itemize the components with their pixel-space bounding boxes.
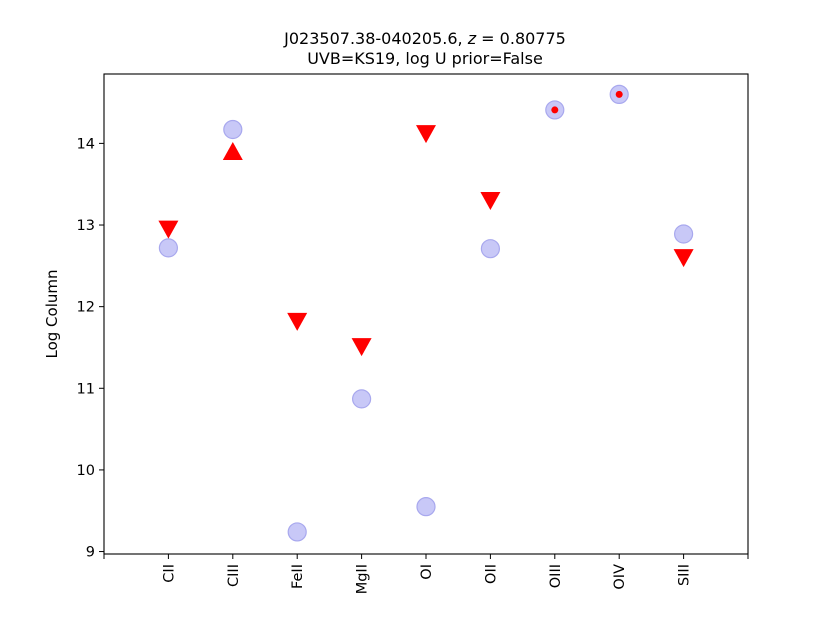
model-point xyxy=(416,497,436,517)
x-tick-label: SIII xyxy=(677,564,693,586)
x-tick-label: CII xyxy=(161,564,177,583)
model-point xyxy=(673,224,694,244)
plot-area xyxy=(103,73,749,555)
x-tick-label: OII xyxy=(483,564,499,584)
y-tick-label: 12 xyxy=(77,300,95,316)
model-point xyxy=(158,238,178,258)
y-tick-label: 13 xyxy=(77,218,95,234)
upper-limit-marker xyxy=(287,312,308,331)
y-axis: 9 10 11 12 13 14 xyxy=(77,136,104,561)
lower-limit-marker xyxy=(222,142,243,161)
model-point xyxy=(352,389,372,409)
model-point xyxy=(480,239,500,259)
y-tick-label: 11 xyxy=(77,381,95,397)
upper-limit-marker xyxy=(158,220,179,239)
x-axis: CII CIII FeII MgII OI OII OIII OIV SIII xyxy=(103,554,749,594)
measurement-dot xyxy=(551,106,559,114)
y-tick-label: 14 xyxy=(77,136,95,152)
x-tick-label: MgII xyxy=(355,564,371,594)
model-point xyxy=(287,522,307,542)
x-tick-label: FeII xyxy=(290,564,306,589)
upper-limit-marker xyxy=(480,192,501,211)
upper-limit-marker xyxy=(416,125,436,144)
x-tick-label: OIII xyxy=(548,564,564,588)
measurement-dot xyxy=(615,90,623,98)
x-tick-label: OI xyxy=(419,564,435,580)
model-point xyxy=(223,119,243,140)
y-tick-label: 10 xyxy=(77,463,95,479)
y-axis-label: Log Column xyxy=(43,269,61,358)
data-marks xyxy=(158,84,694,542)
upper-limit-marker xyxy=(673,249,694,268)
x-tick-label: OIV xyxy=(612,564,628,590)
y-tick-label: 9 xyxy=(86,545,95,561)
upper-limit-marker xyxy=(351,338,372,357)
plot-frame xyxy=(103,73,749,555)
chart-title: J023507.38-040205.6, z = 0.80775 xyxy=(283,29,566,48)
x-tick-label: CIII xyxy=(226,564,242,587)
chart-subtitle: UVB=KS19, log U prior=False xyxy=(307,49,543,68)
